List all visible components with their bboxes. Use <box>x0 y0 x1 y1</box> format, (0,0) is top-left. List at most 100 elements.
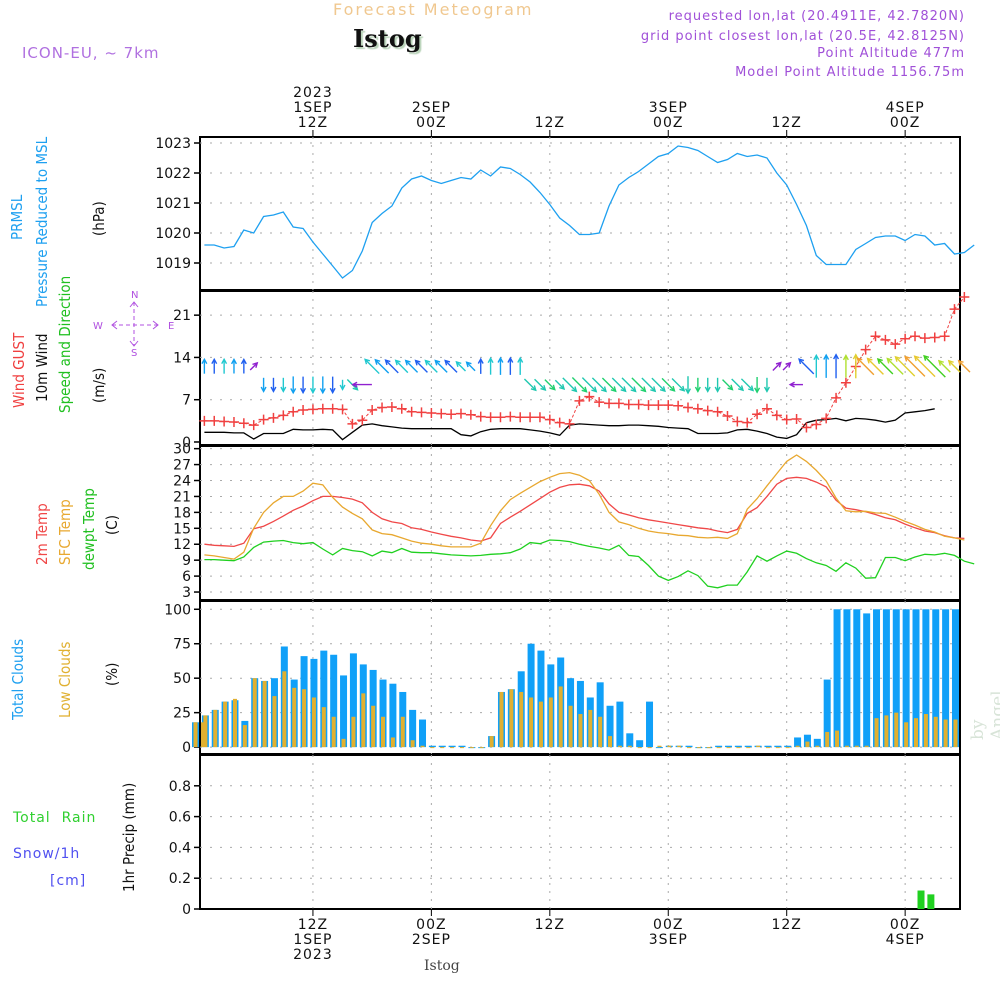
wind-direction-arrow <box>544 379 556 391</box>
wind-direction-arrow <box>904 355 926 377</box>
x-tick-label-bottom: 1SEP <box>293 932 332 948</box>
total-cloud-bar <box>458 745 466 748</box>
arrow-head <box>364 358 371 365</box>
arrow-head <box>591 386 598 393</box>
gust-marker <box>860 344 871 355</box>
arrow-shaft <box>877 358 894 375</box>
low-cloud-bar <box>519 691 524 748</box>
total-rain-label: Total Rain <box>13 810 97 826</box>
y-tick-label: 0 <box>182 902 191 918</box>
arrow-shaft <box>948 360 961 373</box>
low-cloud-bar <box>242 725 247 748</box>
low-cloud-bar <box>548 697 553 748</box>
y-tick-label: 12 <box>173 537 191 553</box>
arrow-head <box>290 388 297 395</box>
y-tick-label: 27 <box>173 458 191 474</box>
y-tick-label: 1022 <box>155 166 191 182</box>
wind-direction-arrow <box>621 377 637 393</box>
wind-direction-arrow <box>894 355 916 377</box>
gust-marker <box>307 404 318 415</box>
x-tick-label-bottom: 00Z <box>890 917 920 933</box>
arrow-head <box>221 357 228 365</box>
gust-marker <box>623 399 634 410</box>
panel-frame <box>199 136 961 291</box>
arrow-head <box>684 388 692 395</box>
total-cloud-bar <box>784 745 792 748</box>
arrow-head <box>477 357 484 364</box>
tsfc-line <box>204 454 965 560</box>
low-cloud-bar <box>687 747 691 749</box>
y-tick-label: 25 <box>173 706 191 722</box>
total-cloud-bar <box>527 643 535 748</box>
arrow-shaft <box>782 362 791 371</box>
wind-direction-arrow <box>571 377 588 393</box>
total-cloud-bar <box>912 609 920 748</box>
arrow-shaft <box>455 361 467 372</box>
total-cloud-bar <box>823 679 831 748</box>
arrow-shaft <box>772 362 782 371</box>
low-cloud-bar <box>943 719 948 748</box>
rain-bar <box>917 890 925 909</box>
total-cloud-bar <box>636 740 644 748</box>
total-cloud-bar <box>576 680 584 748</box>
wind-direction-arrow <box>842 354 849 378</box>
gust-marker <box>219 416 230 427</box>
x-tick-label-top: 12Z <box>298 115 328 131</box>
gust-marker <box>534 412 545 423</box>
wind-direction-arrow <box>641 377 657 393</box>
wind-direction-arrow <box>714 377 721 393</box>
wind-direction-arrow <box>661 377 676 392</box>
arrow-head <box>640 386 647 393</box>
arrow-shaft <box>434 360 448 373</box>
low-cloud-bar <box>201 722 204 748</box>
low-cloud-bar <box>617 745 622 748</box>
arrow-shaft <box>923 355 946 378</box>
arrow-head <box>694 386 701 393</box>
gust-marker <box>357 415 368 426</box>
gust-marker <box>317 403 328 414</box>
x-tick-label-top: 00Z <box>416 115 446 131</box>
arrow-head <box>339 384 346 391</box>
gust-marker <box>712 406 723 417</box>
low-cloud-bar <box>193 722 198 748</box>
gust-marker <box>554 417 565 428</box>
y-tick-label: 15 <box>173 521 191 537</box>
low-cloud-bar <box>657 745 662 748</box>
wind-direction-arrow <box>886 357 904 375</box>
gust-marker <box>327 403 338 414</box>
wind-direction-arrow <box>249 361 259 371</box>
total-cloud-bar <box>744 745 752 748</box>
gust-marker <box>781 414 792 425</box>
wind-direction-arrow <box>798 358 815 375</box>
total-cloud-bar <box>734 745 742 748</box>
gust-marker <box>406 406 417 417</box>
x-tick-label-bottom: 3SEP <box>649 932 688 948</box>
arrow-shaft <box>444 360 458 373</box>
gust-marker <box>584 391 595 402</box>
snow-label: Snow/1h <box>13 846 81 862</box>
arrow-head <box>630 386 637 393</box>
wind-direction-arrow <box>782 361 792 371</box>
arrow-head <box>823 353 830 360</box>
total-cloud-bar <box>922 609 930 748</box>
arrow-shaft <box>886 358 904 375</box>
wind-direction-arrow <box>601 377 617 393</box>
wind-direction-arrow <box>856 357 875 376</box>
low-cloud-bar <box>440 747 445 749</box>
low-cloud-bar <box>805 741 810 748</box>
low-cloud-bar <box>262 680 267 748</box>
wind-direction-arrow <box>947 359 961 373</box>
compass-rose-icon: N S W E <box>93 290 174 359</box>
y-tick-label: 14 <box>173 350 191 366</box>
wind-direction-arrow <box>731 378 745 392</box>
gust-marker <box>900 333 911 344</box>
low-cloud-bar <box>746 747 751 749</box>
panel-frame <box>199 754 961 910</box>
low-cloud-bar <box>341 738 346 748</box>
low-cloud-bar <box>696 747 701 749</box>
gust-marker <box>752 409 763 420</box>
wind-direction-arrow <box>722 379 734 391</box>
wind-direction-arrow <box>280 377 287 393</box>
total-cloud-bar <box>428 745 436 748</box>
arrow-head <box>600 386 607 393</box>
